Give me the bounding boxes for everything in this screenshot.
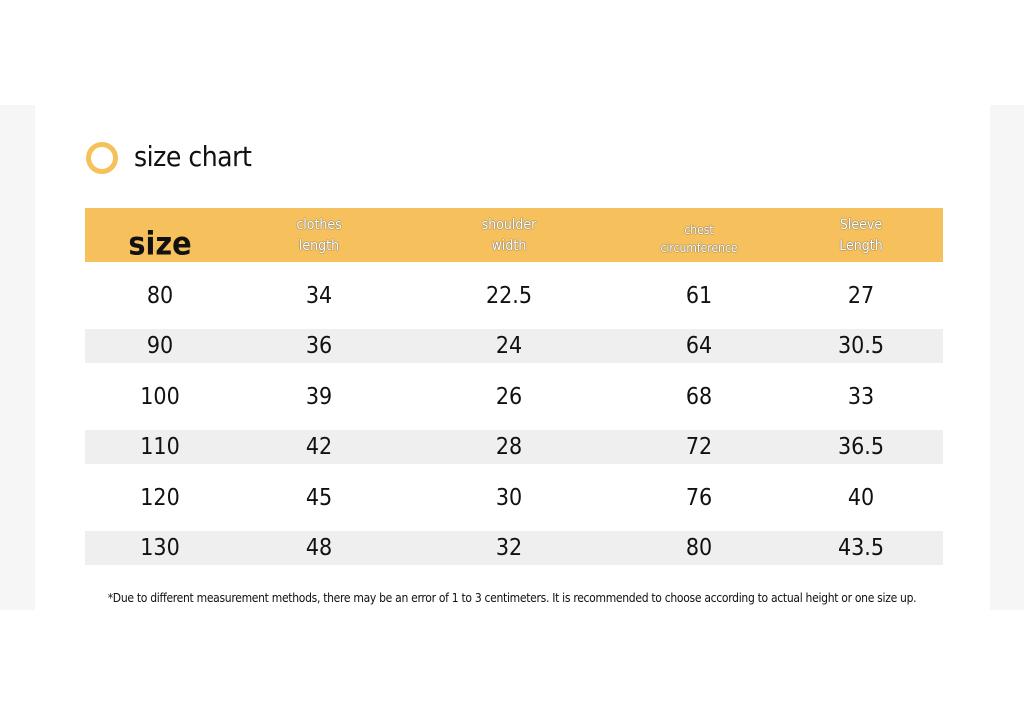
table-cell: 45 — [305, 484, 333, 511]
table-cell: 68 — [685, 383, 713, 410]
table-cell: 130 — [140, 535, 180, 561]
table-cell: 40 — [847, 484, 875, 511]
footnote: *Due to different measurement methods, t… — [107, 591, 917, 605]
table-cell: 64 — [685, 333, 713, 360]
header-line: length — [298, 238, 340, 254]
title: size chart — [134, 140, 252, 173]
column-header: Sleeve Length — [839, 215, 882, 257]
table-cell: 32 — [495, 535, 523, 561]
header-line: size — [128, 224, 192, 263]
header-line: clothes — [296, 217, 342, 233]
table-cell: 100 — [140, 383, 180, 410]
column-header: clothes length — [296, 215, 341, 257]
row-stripe — [85, 329, 943, 364]
table-cell: 43.5 — [837, 535, 885, 561]
table-cell: 39 — [305, 383, 333, 410]
table-cell: 80 — [685, 535, 713, 561]
header-line: Sleeve — [839, 217, 883, 233]
table-cell: 30.5 — [837, 333, 885, 360]
table-cell: 28 — [495, 434, 523, 461]
table-cell: 61 — [685, 283, 713, 309]
header-line: width — [491, 238, 527, 254]
table-cell: 72 — [685, 434, 713, 461]
table-cell: 36 — [305, 333, 333, 360]
title-icon — [86, 142, 118, 174]
table-cell: 76 — [685, 484, 713, 511]
column-header: chest circumference — [660, 221, 737, 257]
table-cell: 42 — [305, 434, 333, 461]
column-header: shoulder width — [482, 215, 537, 257]
column-header: size — [128, 224, 192, 263]
table-cell: 26 — [495, 383, 523, 410]
table-cell: 80 — [146, 283, 174, 309]
row-stripe — [85, 531, 943, 565]
header-line: shoulder — [481, 217, 537, 233]
side-panel — [0, 105, 35, 610]
table-cell: 110 — [140, 434, 180, 461]
table-cell: 27 — [847, 283, 875, 309]
header-line: circumference — [660, 241, 738, 255]
header-line: Length — [839, 238, 883, 254]
table-cell: 90 — [146, 333, 174, 360]
table-cell: 30 — [495, 484, 523, 511]
side-panel — [990, 105, 1024, 610]
table-cell: 120 — [140, 484, 180, 511]
table-cell: 33 — [847, 383, 875, 410]
table-cell: 34 — [305, 283, 333, 309]
table-cell: 48 — [305, 535, 333, 561]
header-band — [85, 208, 943, 262]
row-stripe — [85, 430, 943, 465]
table-cell: 36.5 — [837, 434, 885, 461]
table-cell: 24 — [495, 333, 523, 360]
header-line: chest — [684, 223, 714, 237]
table-cell: 22.5 — [485, 283, 533, 309]
